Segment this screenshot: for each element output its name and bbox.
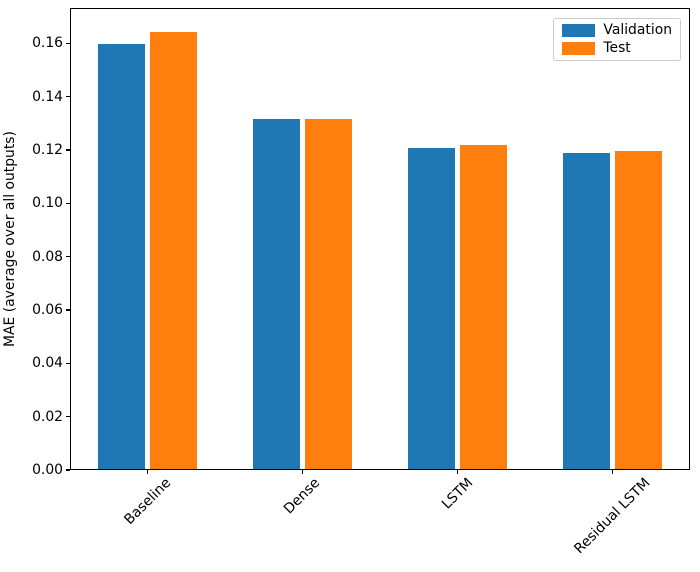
bar-test-dense <box>304 119 353 469</box>
y-tick-mark <box>66 362 70 364</box>
bar-test-lstm <box>459 144 508 469</box>
test-color-swatch <box>562 42 596 55</box>
y-tick-label: 0.14 <box>32 88 63 105</box>
bar-validation-dense <box>252 118 301 469</box>
y-tick-mark <box>66 149 70 151</box>
bar-validation-lstm <box>407 148 456 469</box>
x-tick-mark <box>611 470 614 474</box>
bar-validation-baseline <box>97 43 146 469</box>
y-tick-label: 0.04 <box>32 355 63 372</box>
bar-test-baseline <box>149 31 198 469</box>
legend-item-test: Test <box>562 41 672 56</box>
y-tick-mark <box>66 415 70 418</box>
y-axis-label: MAE (average over all outputs) <box>2 131 18 347</box>
y-tick-mark <box>66 309 70 311</box>
y-tick-mark <box>66 469 70 471</box>
y-tick-label: 0.08 <box>32 248 63 265</box>
legend: Validation Test <box>553 18 681 61</box>
y-tick-label: 0.00 <box>32 462 63 478</box>
y-tick-mark <box>66 202 70 204</box>
legend-label-validation: Validation <box>603 22 672 38</box>
validation-color-swatch <box>562 24 596 37</box>
y-tick-mark <box>66 95 70 98</box>
legend-label-test: Test <box>603 40 631 56</box>
y-tick-label: 0.06 <box>32 301 63 318</box>
y-tick-mark <box>66 255 70 258</box>
y-tick-label: 0.12 <box>32 141 63 158</box>
plot-area: Validation Test <box>70 8 690 470</box>
x-tick-label: LSTM <box>438 475 477 513</box>
bar-test-residual-lstm <box>614 150 663 469</box>
legend-item-validation: Validation <box>562 23 672 38</box>
y-tick-label: 0.16 <box>32 35 63 52</box>
x-tick-mark <box>301 470 304 474</box>
x-tick-label: Residual LSTM <box>571 475 654 558</box>
y-tick-label: 0.02 <box>32 408 63 425</box>
x-tick-label: Baseline <box>120 475 174 528</box>
y-tick-mark <box>66 42 70 44</box>
x-tick-mark <box>146 470 149 474</box>
x-tick-mark <box>456 470 459 474</box>
x-tick-label: Dense <box>281 475 324 518</box>
bar-validation-residual-lstm <box>562 153 611 469</box>
y-tick-label: 0.10 <box>32 195 63 212</box>
